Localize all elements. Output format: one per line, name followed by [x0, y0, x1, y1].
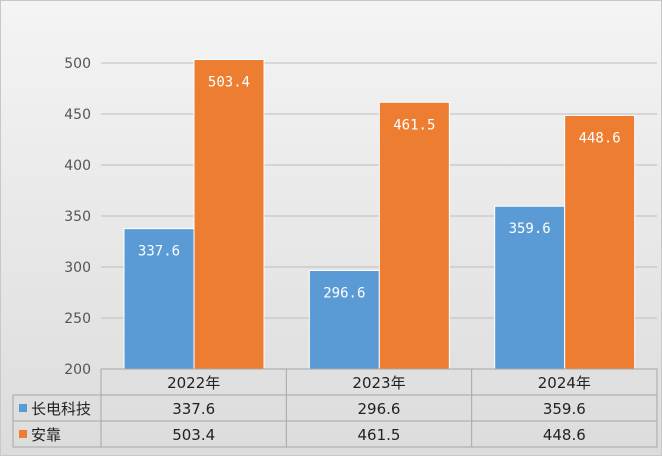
data-label-1-2: 448.6 — [579, 130, 621, 146]
data-label-1-0: 503.4 — [208, 75, 250, 91]
legend-entry-1: 安靠 — [31, 426, 61, 444]
data-label-0-2: 359.6 — [509, 221, 551, 237]
legend-key-0 — [19, 404, 27, 412]
category-label-1: 2023年 — [352, 374, 405, 392]
bar-0-2 — [494, 205, 566, 370]
y-tick-label-450: 450 — [64, 107, 91, 123]
data-label-1-1: 461.5 — [393, 117, 435, 133]
data-label-0-0: 337.6 — [138, 244, 180, 260]
y-tick-label-250: 250 — [64, 311, 91, 327]
y-tick-label-400: 400 — [64, 158, 91, 174]
bar-1-1 — [378, 101, 450, 370]
table-cell-0-2: 359.6 — [543, 400, 586, 418]
y-tick-label-500: 500 — [64, 56, 91, 72]
legend-key-1 — [19, 430, 27, 438]
table-cell-1-1: 461.5 — [358, 426, 401, 444]
category-label-2: 2024年 — [538, 374, 591, 392]
y-tick-label-350: 350 — [64, 209, 91, 225]
data-label-0-1: 296.6 — [323, 285, 365, 301]
bar-1-2 — [564, 114, 636, 370]
y-tick-label-300: 300 — [64, 260, 91, 276]
legend-entry-0: 长电科技 — [31, 400, 91, 418]
y-tick-label-200: 200 — [64, 362, 91, 378]
bar-0-1 — [308, 269, 380, 370]
category-label-0: 2022年 — [167, 374, 220, 392]
table-cell-1-2: 448.6 — [543, 426, 586, 444]
table-cell-0-1: 296.6 — [358, 400, 401, 418]
table-cell-0-0: 337.6 — [172, 400, 215, 418]
table-cell-1-0: 503.4 — [172, 426, 215, 444]
bar-1-0 — [193, 59, 265, 370]
